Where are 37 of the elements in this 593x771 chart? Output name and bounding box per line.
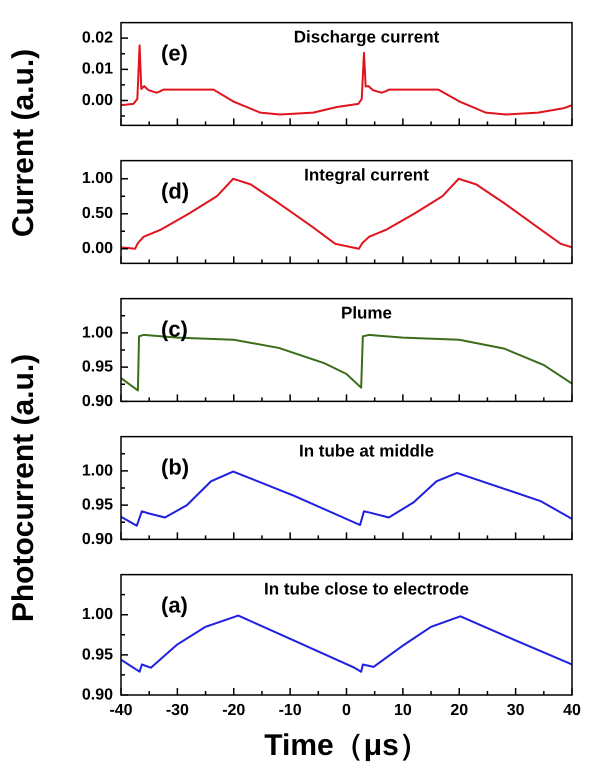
- y-tick-label: 0.01: [82, 60, 114, 78]
- x-tick-label: 20: [450, 702, 468, 720]
- annotation: (e): [161, 40, 188, 66]
- y-tick-label: 0.50: [82, 205, 114, 222]
- x-tick-label: -20: [222, 702, 246, 720]
- y-axis-title: Photocurrent (a.u.): [7, 354, 41, 622]
- y-tick-label: 1.00: [82, 606, 114, 624]
- y-tick-label: 1.00: [82, 462, 114, 480]
- chart-title: Integral current: [304, 165, 430, 184]
- chart-title: Plume: [340, 303, 392, 322]
- x-tick-label: 0: [342, 702, 352, 720]
- x-axis-title: Time（μs）: [264, 728, 429, 764]
- x-tick-label: -10: [278, 702, 302, 720]
- y-tick-label: 0.90: [82, 686, 114, 704]
- chart-title: In tube at middle: [298, 441, 434, 460]
- annotation: (b): [161, 454, 190, 480]
- y-tick-label: 0.95: [82, 496, 114, 514]
- chart-title: In tube close to electrode: [264, 579, 469, 598]
- y-tick-label: 0.02: [82, 30, 114, 47]
- y-tick-label: 0.90: [82, 530, 114, 548]
- x-tick-label: -40: [109, 702, 133, 720]
- y-tick-label: 0.90: [82, 392, 114, 410]
- y-tick-label: 0.95: [82, 646, 114, 664]
- annotation: (a): [161, 592, 188, 618]
- x-tick-label: -30: [166, 702, 190, 720]
- y-axis-title: Current (a.u.): [7, 48, 41, 238]
- x-tick-label: 10: [394, 702, 412, 720]
- y-tick-label: 1.00: [82, 324, 114, 342]
- y-tick-label: 1.00: [82, 170, 114, 188]
- x-tick-label: 40: [563, 702, 581, 720]
- annotation: (d): [161, 178, 190, 204]
- annotation: (c): [161, 316, 188, 342]
- y-tick-label: 0.95: [82, 358, 114, 376]
- y-tick-label: 0.00: [82, 92, 114, 109]
- y-tick-label: 0.00: [82, 240, 114, 258]
- chart-title: Discharge current: [294, 27, 440, 46]
- x-tick-label: 30: [506, 702, 525, 720]
